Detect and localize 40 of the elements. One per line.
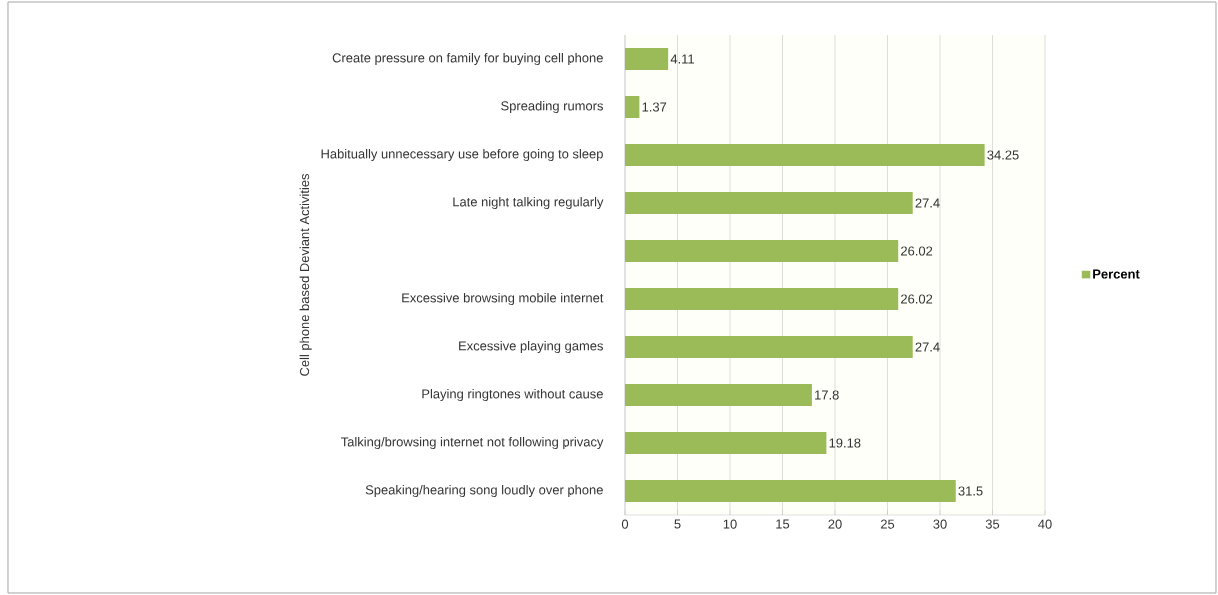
bar xyxy=(625,239,899,262)
bar xyxy=(625,191,913,214)
x-tick-label: 40 xyxy=(1038,519,1052,529)
legend-label: Percent xyxy=(1093,269,1140,279)
bar xyxy=(625,96,640,118)
bar xyxy=(625,335,913,358)
y-tick-label: Excessive playing games xyxy=(459,340,603,354)
bar xyxy=(625,479,956,502)
data-label: 4.11 xyxy=(670,54,694,64)
data-label: 27.4 xyxy=(915,198,940,208)
x-tick-label: 35 xyxy=(985,519,1000,529)
y-tick-label: Excessive browsing mobile internet xyxy=(402,292,604,306)
data-label: 34.25 xyxy=(987,150,1019,160)
y-tick-label: Talking/browsing internet not following privacy xyxy=(341,436,604,450)
y-axis-title: Cell phone based Deviant Activities xyxy=(299,173,312,376)
data-label: 1.37 xyxy=(642,102,667,112)
data-label: 19.18 xyxy=(829,438,861,448)
data-label: 26.02 xyxy=(901,294,933,304)
bar xyxy=(625,143,985,166)
y-tick-label: Late night talking regularly xyxy=(453,196,604,210)
data-label: 31.5 xyxy=(958,486,983,496)
x-tick-label: 5 xyxy=(674,519,681,529)
bar xyxy=(625,383,812,406)
x-tick-label: 30 xyxy=(933,519,947,529)
bar xyxy=(625,287,899,310)
bar xyxy=(625,47,669,70)
data-label: 26.02 xyxy=(901,246,933,256)
y-tick-label: Speaking/hearing song loudly over phone xyxy=(365,484,603,498)
x-tick-label: 25 xyxy=(880,519,895,529)
bar xyxy=(625,431,827,454)
y-tick-label: Spreading rumors xyxy=(501,100,603,114)
data-label: 17.8 xyxy=(815,390,839,400)
y-tick-label: Habitually unnecessary use before going to sleep xyxy=(321,148,603,162)
y-tick-label: Create pressure on family for buying cell phone xyxy=(332,52,603,66)
data-label: 27.4 xyxy=(915,342,940,352)
x-tick-label: 10 xyxy=(723,519,737,529)
x-tick-label: 20 xyxy=(828,519,842,529)
x-tick-label: 15 xyxy=(776,519,790,529)
x-tick-label: 0 xyxy=(621,519,629,529)
y-tick-label: Playing ringtones without cause xyxy=(422,388,603,402)
